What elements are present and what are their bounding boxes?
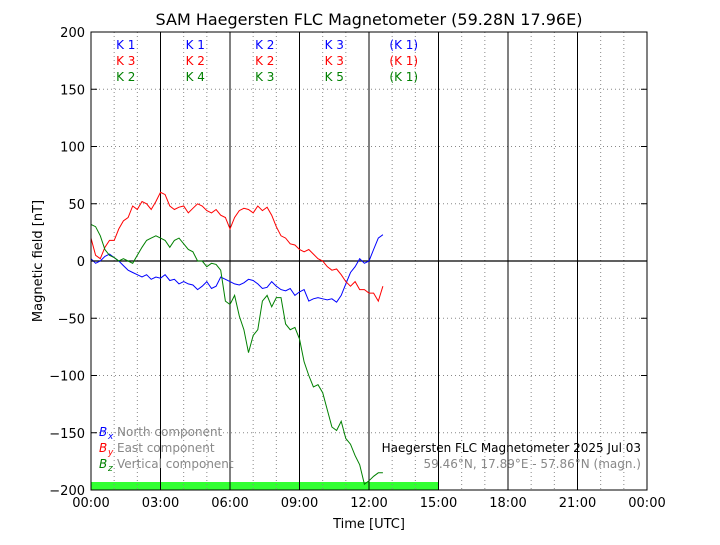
x-tick-label: 06:00 [211,496,248,511]
legend-label: Vertical component [117,457,234,471]
x-axis-label: Time [UTC] [332,517,405,532]
k-index-z: K 3 [255,70,274,84]
y-axis-label: Magnetic field [nT] [31,200,46,322]
chart-title: SAM Haegersten FLC Magnetometer (59.28N … [156,10,583,29]
y-tick-label: 100 [60,141,85,156]
k-index-x: K 3 [325,38,344,52]
legend-symbol: B [99,457,107,471]
k-index-z: K 4 [186,70,205,84]
legend-subscript: z [107,464,113,474]
legend-label: East component [117,441,215,455]
k-index-z: K 2 [116,70,135,84]
legend-subscript: y [107,448,114,458]
series-line-y [90,191,384,303]
y-tick-label: −100 [49,370,85,385]
k-index-x: K 1 [186,38,205,52]
station-annotation: Haegersten FLC Magnetometer 2025 Jul 03 [382,441,641,455]
k-index-z: (K 1) [389,70,418,84]
y-tick-label: 150 [60,83,85,98]
x-tick-label: 18:00 [489,496,526,511]
y-tick-label: −200 [49,484,85,499]
y-tick-label: 200 [60,26,85,41]
y-tick-label: 50 [68,198,85,213]
x-tick-label: 15:00 [420,496,457,511]
k-index-y: (K 1) [389,54,418,68]
x-tick-label: 00:00 [72,496,109,511]
k-index-x: K 2 [255,38,274,52]
series-line-x [90,234,384,303]
y-tick-label: −150 [49,427,85,442]
legend-symbol: B [99,425,107,439]
legend-label: North component [117,425,223,439]
k-index-y: K 2 [186,54,205,68]
y-tick-label: 0 [77,255,85,270]
k-index-y: K 3 [325,54,344,68]
legend-symbol: B [99,441,107,455]
series-line-z [90,223,383,486]
k-index-y: K 2 [255,54,274,68]
k-index-x: (K 1) [389,38,418,52]
x-tick-label: 03:00 [142,496,179,511]
data-coverage-bar [91,482,439,490]
x-tick-label: 09:00 [281,496,318,511]
k-index-x: K 1 [116,38,135,52]
x-tick-label: 21:00 [559,496,596,511]
k-index-y: K 3 [116,54,135,68]
coords-annotation: 59.46°N, 17.89°E - 57.86°N (magn.) [424,457,641,471]
x-tick-label: 00:00 [628,496,665,511]
k-index-z: K 5 [325,70,344,84]
legend-subscript: x [107,432,114,442]
y-tick-label: −50 [58,312,85,327]
x-tick-label: 12:00 [350,496,387,511]
plot-area: −200 −150 −100 −50 0 50 100 150 200 00:00 03:00 06:… [49,26,665,511]
